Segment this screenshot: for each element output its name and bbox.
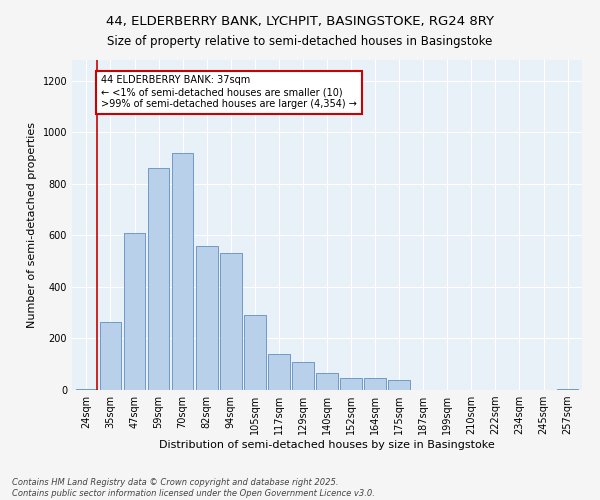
Bar <box>388 380 410 390</box>
Text: 44, ELDERBERRY BANK, LYCHPIT, BASINGSTOKE, RG24 8RY: 44, ELDERBERRY BANK, LYCHPIT, BASINGSTOK… <box>106 15 494 28</box>
Text: Contains HM Land Registry data © Crown copyright and database right 2025.
Contai: Contains HM Land Registry data © Crown c… <box>12 478 375 498</box>
Bar <box>124 232 145 390</box>
Bar <box>268 354 290 390</box>
Bar <box>100 322 121 390</box>
Bar <box>340 378 362 390</box>
Bar <box>148 168 169 390</box>
Bar <box>244 315 266 390</box>
Bar <box>172 153 193 390</box>
Bar <box>76 388 97 390</box>
Bar <box>220 254 242 390</box>
Bar <box>196 246 218 390</box>
Bar <box>316 373 338 390</box>
Bar <box>292 362 314 390</box>
Text: Size of property relative to semi-detached houses in Basingstoke: Size of property relative to semi-detach… <box>107 35 493 48</box>
X-axis label: Distribution of semi-detached houses by size in Basingstoke: Distribution of semi-detached houses by … <box>159 440 495 450</box>
Y-axis label: Number of semi-detached properties: Number of semi-detached properties <box>27 122 37 328</box>
Text: 44 ELDERBERRY BANK: 37sqm
← <1% of semi-detached houses are smaller (10)
>99% of: 44 ELDERBERRY BANK: 37sqm ← <1% of semi-… <box>101 76 357 108</box>
Bar <box>557 388 578 390</box>
Bar <box>364 378 386 390</box>
